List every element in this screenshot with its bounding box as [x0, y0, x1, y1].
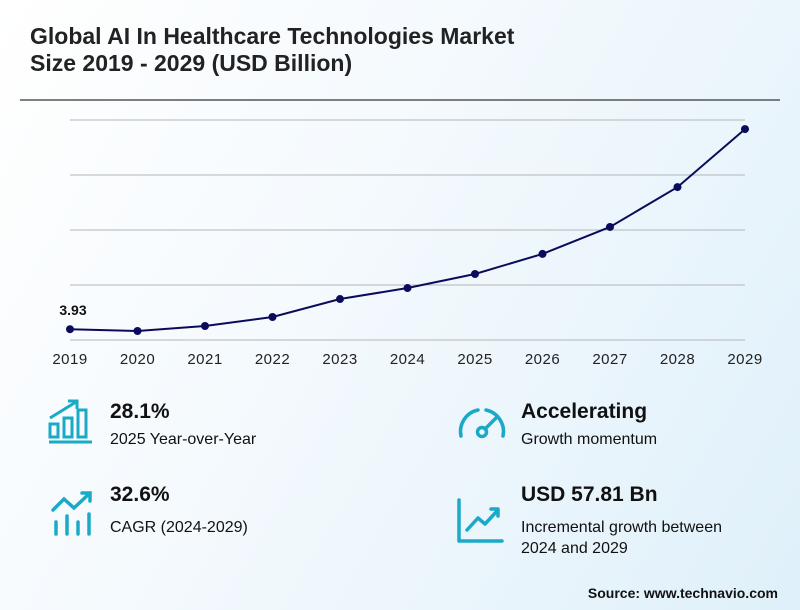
point — [471, 270, 479, 278]
stat: USD 57.81 Bn Incremental growth between 2… — [521, 482, 741, 559]
x-tick-label: 2023 — [322, 351, 357, 368]
x-tick-label: 2024 — [390, 351, 425, 368]
point — [336, 295, 344, 304]
chart-title: Global AI In Healthcare Technologies Mar… — [30, 23, 515, 76]
x-tick-label: 2019 — [52, 351, 87, 368]
chart-trend-icon — [457, 498, 504, 543]
bar-growth-icon — [48, 399, 92, 444]
point — [66, 325, 74, 334]
x-tick-label: 2028 — [660, 351, 695, 368]
stat-value: 28.1% — [110, 400, 170, 423]
point — [741, 125, 749, 134]
stat: 32.6% CAGR (2024-2029) — [110, 482, 340, 538]
chart: Global AI In Healthcare Technologies Mar… — [20, 23, 780, 368]
x-tick-label: 2027 — [592, 351, 627, 368]
point — [673, 183, 682, 192]
point — [201, 322, 209, 331]
source: Source: www.technavio.com — [587, 585, 778, 601]
stat-value: Accelerating — [521, 400, 648, 423]
stat-label: CAGR (2024-2029) — [110, 519, 248, 536]
stat: Accelerating Growth momentum — [521, 399, 751, 450]
x-tick-label: 2021 — [187, 351, 222, 368]
gauge-icon — [458, 408, 506, 439]
point — [133, 327, 142, 336]
point — [538, 249, 547, 258]
trend-icon — [51, 491, 92, 536]
value-label: 3.93 — [59, 302, 86, 318]
stat-label: Incremental growth between 2024 and 2029 — [521, 519, 722, 557]
stat-value: 32.6% — [110, 483, 170, 506]
x-tick-label: 2029 — [727, 351, 762, 368]
stat-label: 2025 Year-over-Year — [110, 431, 257, 448]
point — [606, 222, 614, 231]
x-tick-label: 2020 — [120, 351, 155, 368]
x-tick-label: 2025 — [457, 351, 492, 368]
x-tick-label: 2026 — [525, 351, 560, 368]
stat-value: USD 57.81 Bn — [521, 483, 658, 506]
stat: 28.1% 2025 Year-over-Year — [110, 399, 340, 450]
x-tick-label: 2022 — [255, 351, 290, 368]
stat-label: Growth momentum — [521, 431, 658, 448]
point — [403, 284, 412, 293]
point — [268, 313, 277, 322]
